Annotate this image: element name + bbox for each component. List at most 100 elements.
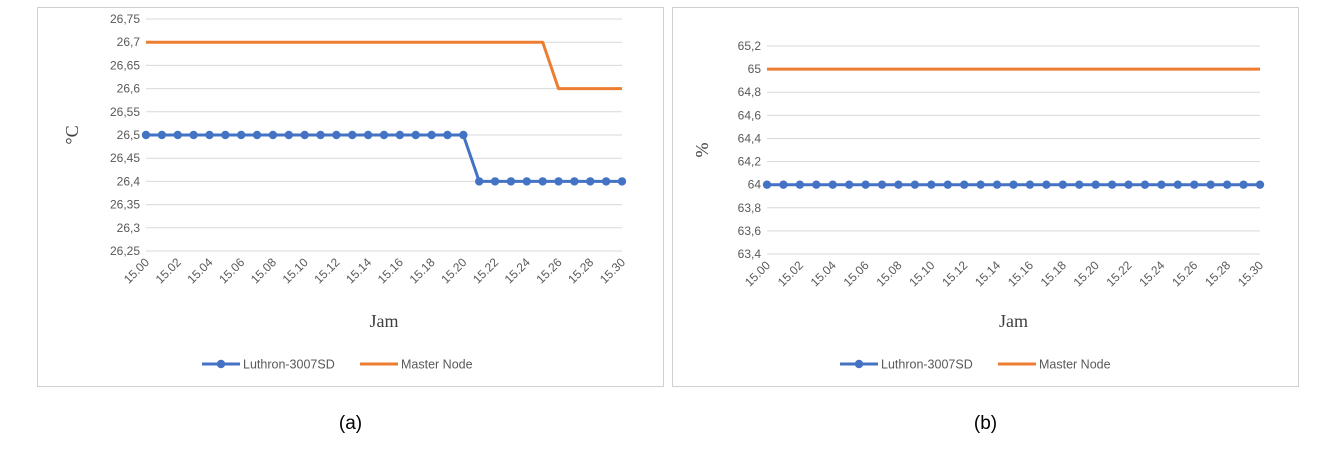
chart-a-x-tick-label: 15.14 (343, 255, 374, 286)
chart-a-x-tick-label: 15.12 (311, 255, 342, 286)
chart-a-series-luthron-point (506, 177, 516, 186)
chart-b-legend-label-luthron: Luthron-3007SD (881, 358, 973, 372)
chart-b-x-tick-label: 15.20 (1071, 258, 1102, 289)
chart-b-x-tick-label: 15.02 (775, 258, 806, 289)
chart-b-x-tick-label: 15.16 (1005, 258, 1036, 289)
chart-a-x-tick-label: 15.22 (470, 255, 501, 286)
chart-b-series-luthron-point (1042, 180, 1051, 189)
chart-b-series-luthron-point (1107, 180, 1117, 189)
chart-a-series-luthron-point (601, 177, 611, 186)
chart-a-x-tick-label: 15.16 (375, 255, 406, 286)
chart-a-x-axis-label: Jam (370, 311, 399, 331)
chart-b-y-axis-label: % (692, 143, 712, 158)
chart-a-x-tick-label: 15.26 (534, 255, 565, 286)
chart-b-x-tick-label: 15.04 (808, 258, 839, 289)
chart-b-series-luthron-point (828, 180, 837, 189)
chart-a-y-axis-label: °C (62, 125, 82, 144)
chart-b-series-luthron-point (1206, 180, 1215, 189)
chart-a-series-luthron-point (205, 130, 214, 140)
chart-b-x-tick-label: 15.10 (906, 258, 937, 289)
chart-b-y-tick-label: 63,8 (738, 201, 762, 215)
chart-a-series-luthron-point (141, 130, 151, 140)
chart-a-series-luthron-point (189, 130, 198, 140)
chart-a-x-tick-label: 15.24 (502, 255, 533, 286)
chart-a-series-luthron-point (363, 130, 373, 140)
chart-a-x-tick-label: 15.08 (248, 255, 279, 286)
chart-b-series-luthron-point (1157, 180, 1166, 189)
chart-b-y-tick-label: 64,6 (738, 108, 762, 122)
chart-a-x-tick-label: 15.20 (438, 255, 469, 286)
chart-b-series-luthron-point (976, 180, 985, 189)
chart-b-series-luthron-point (1173, 180, 1183, 189)
chart-b-series-luthron-point (1091, 180, 1100, 189)
chart-a-x-tick-label: 15.18 (407, 255, 438, 286)
chart-b-series-luthron-point (960, 180, 969, 189)
chart-b-y-tick-label: 63,4 (738, 247, 762, 261)
chart-panel-a: 26,25 26,3 26,35 26,4 26,45 26,5 26,55 26,6 26,6… (37, 7, 664, 387)
chart-b-series-luthron-point (927, 180, 936, 189)
chart-a-svg: 26,25 26,3 26,35 26,4 26,45 26,5 26,55 26,6 26,6… (62, 12, 628, 372)
chart-b-series-luthron-point (894, 180, 903, 189)
chart-a-legend-marker-luthron (216, 359, 226, 369)
chart-a-series-luthron-point (617, 177, 627, 186)
chart-a-series-luthron-point (554, 177, 563, 186)
chart-a-series-luthron-point (459, 130, 468, 140)
chart-b-y-tick-label: 64,2 (738, 155, 762, 169)
chart-a-legend-label-luthron: Luthron-3007SD (243, 358, 335, 372)
chart-b-x-tick-label: 15.28 (1202, 258, 1233, 289)
chart-a-x-tick-label: 15.10 (280, 255, 311, 286)
chart-a-y-tick-label: 26,65 (110, 58, 140, 72)
chart-a-series-luthron-point (411, 130, 420, 140)
chart-b-y-tick-label: 65,2 (738, 39, 762, 53)
chart-b-series-luthron-point (1009, 180, 1018, 189)
chart-a-y-tick-label: 26,55 (110, 105, 140, 119)
chart-a-x-tick-label: 15.02 (153, 255, 184, 286)
chart-b-series-luthron-point (1239, 180, 1248, 189)
chart-a-series-luthron-point (300, 130, 309, 140)
chart-a-y-tick-label: 26,25 (110, 244, 140, 258)
chart-b-series-luthron-point (861, 180, 870, 189)
chart-a-series-luthron-point (252, 130, 262, 140)
chart-a-y-tick-label: 26,4 (117, 174, 141, 188)
chart-b-y-tick-label: 64,4 (738, 131, 762, 145)
caption-a: (a) (338, 413, 363, 434)
chart-b-series-luthron-point (1140, 180, 1150, 189)
chart-a-series-luthron-point (221, 130, 230, 140)
chart-a-series-luthron-point (284, 130, 293, 140)
chart-a-series-luthron-point (316, 130, 325, 140)
chart-a-y-tick-label: 26,6 (117, 82, 141, 96)
chart-a-series-luthron-point (395, 130, 405, 140)
chart-b-x-tick-label: 15.08 (873, 258, 904, 289)
chart-b-series-luthron-point (877, 180, 887, 189)
chart-a-y-tick-label: 26,3 (117, 221, 141, 235)
chart-a-x-tick-label: 15.28 (565, 255, 596, 286)
chart-b-y-tick-label: 65 (748, 62, 762, 76)
chart-b-y-tick-label: 64 (748, 178, 762, 192)
chart-b-series-luthron-point (812, 180, 821, 189)
chart-a-x-tick-label: 15.30 (597, 255, 628, 286)
chart-b-series-luthron-point (1190, 180, 1199, 189)
chart-a-series-luthron-point (157, 130, 167, 140)
chart-b-x-tick-label: 15.06 (841, 258, 872, 289)
chart-a-series-luthron-point (570, 177, 579, 186)
chart-b-x-tick-label: 15.18 (1038, 258, 1069, 289)
chart-b-x-axis-label: Jam (999, 311, 1028, 331)
chart-b-x-tick-label: 15.22 (1104, 258, 1135, 289)
chart-a-series-luthron-point (475, 177, 484, 186)
chart-a-series-luthron-point (427, 130, 436, 140)
chart-b-series-luthron-point (1124, 180, 1133, 189)
chart-b-series-luthron-point (1025, 180, 1035, 189)
chart-a-y-tick-label: 26,5 (117, 128, 141, 142)
chart-b-series-luthron-point (1222, 180, 1232, 189)
chart-a-series-luthron-point (348, 130, 357, 140)
chart-b-series-luthron-point (992, 180, 1002, 189)
chart-b-x-tick-label: 15.12 (939, 258, 970, 289)
chart-b-x-tick-label: 15.14 (972, 258, 1003, 289)
chart-a-y-tick-label: 26,7 (117, 35, 141, 49)
chart-b-series-luthron-point (779, 180, 788, 189)
chart-a-series-luthron-point (268, 130, 278, 140)
caption-b: (b) (973, 413, 998, 434)
chart-a-series-luthron-point (332, 130, 341, 140)
chart-b-series-luthron-point (1075, 180, 1084, 189)
chart-a-series-luthron-point (586, 177, 595, 186)
